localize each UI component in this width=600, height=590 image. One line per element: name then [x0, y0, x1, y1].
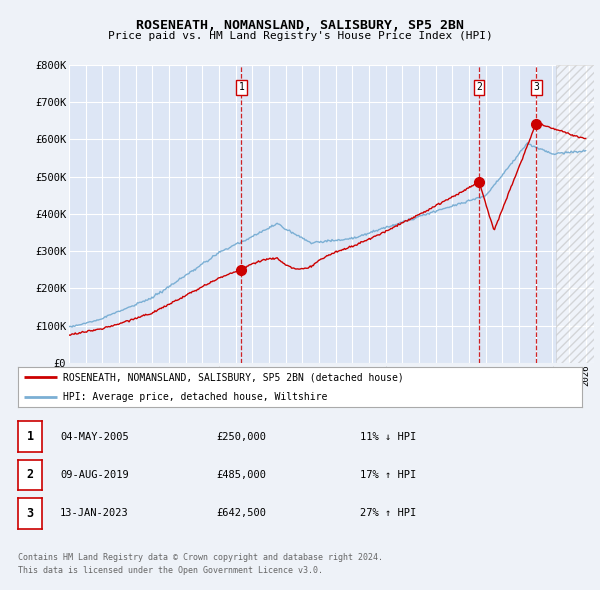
Text: 1: 1	[238, 82, 244, 92]
Text: 04-MAY-2005: 04-MAY-2005	[60, 432, 129, 441]
Text: Contains HM Land Registry data © Crown copyright and database right 2024.: Contains HM Land Registry data © Crown c…	[18, 553, 383, 562]
Text: 13-JAN-2023: 13-JAN-2023	[60, 509, 129, 518]
Text: ROSENEATH, NOMANSLAND, SALISBURY, SP5 2BN: ROSENEATH, NOMANSLAND, SALISBURY, SP5 2B…	[136, 19, 464, 32]
Text: 11% ↓ HPI: 11% ↓ HPI	[360, 432, 416, 441]
Text: 2: 2	[26, 468, 34, 481]
Text: This data is licensed under the Open Government Licence v3.0.: This data is licensed under the Open Gov…	[18, 566, 323, 575]
Text: 17% ↑ HPI: 17% ↑ HPI	[360, 470, 416, 480]
Text: £250,000: £250,000	[216, 432, 266, 441]
Text: 2: 2	[476, 82, 482, 92]
Text: HPI: Average price, detached house, Wiltshire: HPI: Average price, detached house, Wilt…	[63, 392, 328, 402]
Text: 3: 3	[533, 82, 539, 92]
Text: 27% ↑ HPI: 27% ↑ HPI	[360, 509, 416, 518]
Text: 3: 3	[26, 507, 34, 520]
Text: Price paid vs. HM Land Registry's House Price Index (HPI): Price paid vs. HM Land Registry's House …	[107, 31, 493, 41]
Text: ROSENEATH, NOMANSLAND, SALISBURY, SP5 2BN (detached house): ROSENEATH, NOMANSLAND, SALISBURY, SP5 2B…	[63, 372, 404, 382]
Text: £485,000: £485,000	[216, 470, 266, 480]
Text: £642,500: £642,500	[216, 509, 266, 518]
Text: 09-AUG-2019: 09-AUG-2019	[60, 470, 129, 480]
Text: 1: 1	[26, 430, 34, 443]
